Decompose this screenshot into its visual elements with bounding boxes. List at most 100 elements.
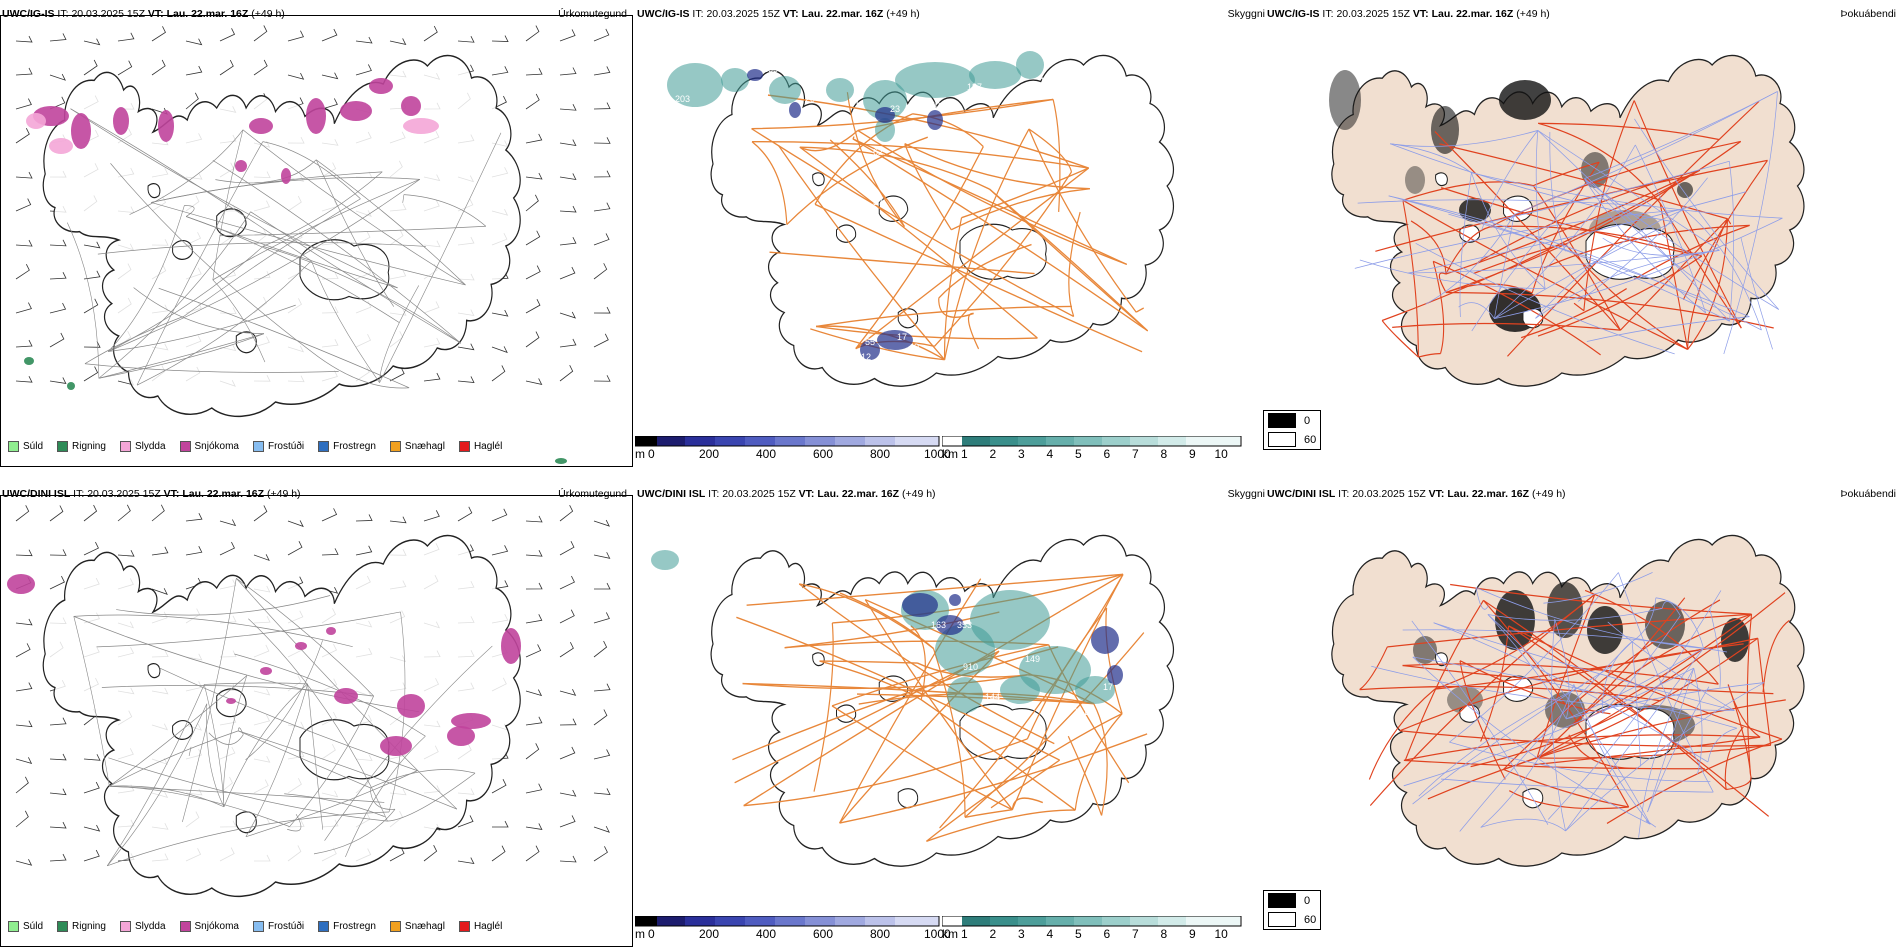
wind-barb: [559, 67, 577, 76]
wind-barb: [593, 582, 611, 590]
wind-barb: [491, 35, 509, 42]
wind-barb: [253, 554, 270, 562]
glacier-outline: [1459, 224, 1480, 243]
legend-swatch: [179, 921, 191, 932]
wind-barb: [15, 618, 33, 626]
wind-barb: [253, 25, 268, 42]
ceiling-label: 228: [985, 92, 1000, 102]
wind-barb: [525, 378, 543, 386]
road-line: [1415, 242, 1675, 355]
road-line: [1635, 144, 1707, 314]
snow-area: [380, 736, 412, 756]
road-line: [1359, 646, 1388, 691]
wind-barb: [15, 858, 33, 866]
wind-barb: [593, 263, 608, 280]
glacier-outline: [299, 239, 390, 301]
ceiling-label: 40: [909, 342, 919, 352]
top-row: UWC/IG-IS IT: 20.03.2025 15Z VT: Lau. 22…: [0, 0, 1900, 470]
road-line: [746, 573, 1124, 606]
wind-barb: [49, 788, 67, 796]
colorbar-tick: 0: [648, 927, 655, 941]
wind-barb: [593, 66, 611, 76]
wind-barb: [49, 302, 67, 314]
visibility-panel-top: UWC/IG-IS IT: 20.03.2025 15Z VT: Lau. 22…: [635, 0, 1265, 470]
low-ceiling-area: [747, 69, 763, 81]
wind-barb: [525, 549, 543, 557]
wind-barb: [593, 519, 610, 527]
road-line: [84, 315, 185, 365]
road-line: [1011, 797, 1043, 810]
legend-swatch: [179, 441, 191, 452]
colorbar-tick: 1: [961, 927, 968, 941]
wind-barb: [457, 36, 475, 43]
road-line: [184, 198, 361, 317]
road-line: [234, 653, 426, 737]
wind-barb: [117, 550, 135, 557]
glacier-outline: [812, 172, 825, 187]
colorbar-unit: m: [635, 927, 645, 941]
road-line: [1068, 211, 1081, 317]
road-line: [1532, 185, 1621, 331]
colorbar-tick: 800: [870, 927, 891, 941]
low-visibility-area: [1000, 676, 1040, 704]
road-line: [151, 171, 383, 203]
road-line: [109, 785, 290, 827]
road-line: [73, 616, 420, 713]
low-visibility-area: [651, 550, 679, 570]
fog-legend-row: 60: [1264, 910, 1320, 929]
road-line: [186, 216, 400, 324]
fog-index-area: [1587, 606, 1623, 654]
road-line: [1506, 214, 1515, 222]
wind-barb: [593, 709, 608, 726]
wind-barb: [83, 298, 99, 314]
colorbar-unit: m: [635, 447, 645, 461]
road-line: [926, 713, 1123, 842]
road-line: [1441, 187, 1702, 257]
road-line: [1631, 597, 1657, 642]
road-line: [307, 683, 324, 830]
road-line: [403, 194, 487, 227]
road-line: [109, 785, 225, 808]
road-line: [1659, 202, 1689, 350]
low-ceiling-area: [936, 615, 964, 635]
low-ceiling-area: [877, 330, 913, 350]
fog-legend-row: 0: [1264, 411, 1320, 430]
snow-area: [451, 713, 491, 729]
road-line: [1536, 597, 1686, 759]
road-line: [990, 759, 1060, 809]
fog-map: [1265, 500, 1900, 910]
road-line: [798, 583, 1055, 745]
road-line: [1449, 741, 1711, 782]
road-line: [904, 143, 1090, 190]
road-line: [1633, 224, 1750, 281]
road-line: [212, 178, 420, 281]
wind-barb: [559, 504, 574, 522]
ceiling-label: 569: [1055, 90, 1070, 100]
low-visibility-area: [769, 76, 801, 104]
wind-barb: [83, 366, 99, 382]
road-line: [1533, 736, 1761, 766]
colorbar-tick: 4: [1046, 927, 1054, 941]
road-line: [855, 146, 984, 350]
fog-legend-top: 0 60: [1263, 410, 1322, 450]
legend-item: Haglél: [458, 441, 502, 452]
wind-barb: [491, 508, 508, 522]
wind-barb: [219, 519, 237, 527]
wind-barb: [15, 263, 30, 280]
low-ceiling-area: [1107, 665, 1123, 685]
snow-area: [401, 96, 421, 116]
wind-barb: [423, 845, 438, 862]
road-line: [1634, 118, 1779, 310]
road-line: [1647, 686, 1710, 813]
snow-area: [113, 107, 129, 135]
glacier-outline: [216, 688, 247, 718]
road-line: [110, 163, 312, 352]
legend-item: Súld: [8, 441, 43, 452]
legend-swatch: [318, 441, 330, 452]
road-line: [839, 578, 982, 824]
wind-barb: [151, 504, 165, 522]
wind-barb: [321, 508, 338, 522]
low-visibility-area: [1019, 646, 1091, 694]
wind-barb: [559, 266, 576, 280]
road-line: [1618, 572, 1714, 793]
